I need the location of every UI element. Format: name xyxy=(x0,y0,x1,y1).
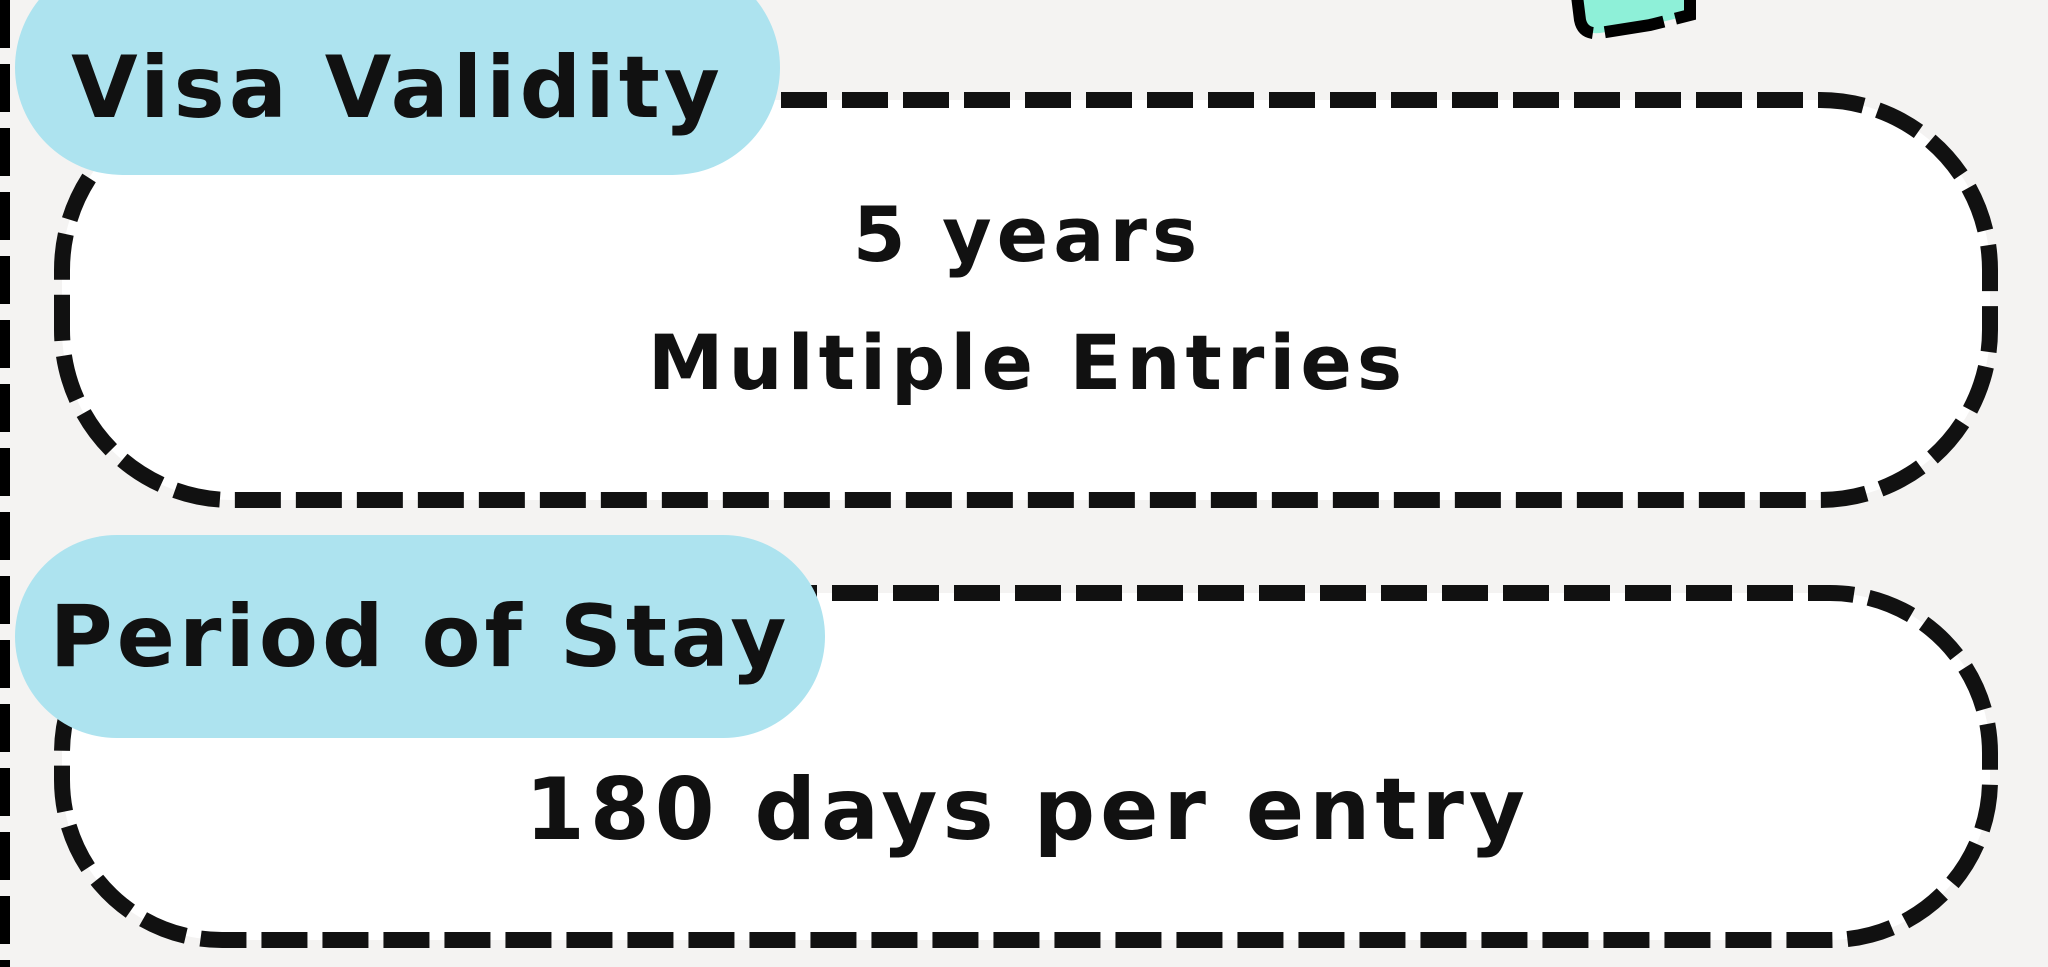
visa-validity-title: Visa Validity xyxy=(71,37,724,138)
period-of-stay-value: 180 days per entry xyxy=(525,760,1530,860)
visa-validity-duration: 5 years xyxy=(852,190,1203,279)
period-of-stay-label: Period of Stay xyxy=(15,535,825,738)
visa-validity-label: Visa Validity xyxy=(15,0,780,175)
visa-validity-box xyxy=(54,92,1998,508)
period-of-stay-title: Period of Stay xyxy=(49,586,791,687)
document-card-icon xyxy=(1571,0,1696,40)
visa-validity-entries: Multiple Entries xyxy=(647,318,1408,407)
